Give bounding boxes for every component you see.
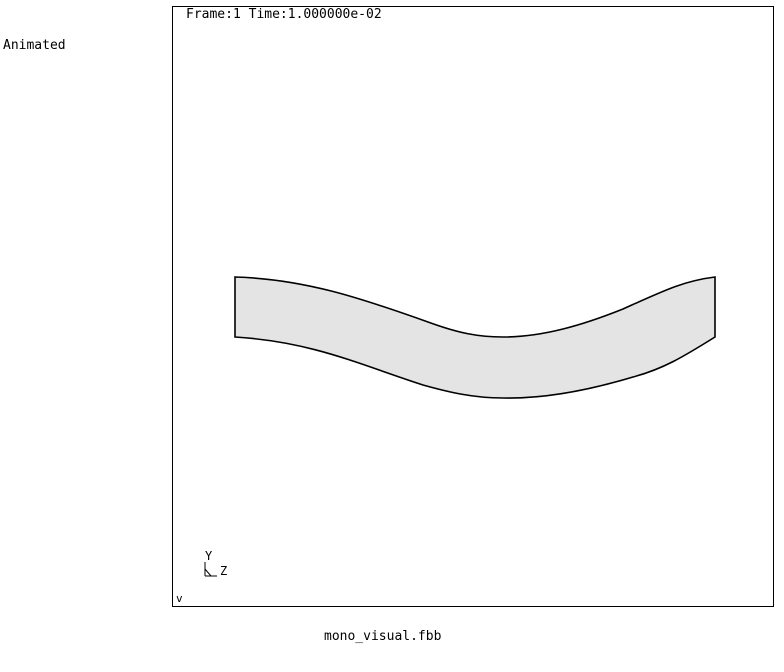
- model-filename: mono_visual.fbb: [324, 629, 442, 644]
- axis-y-label: Y: [205, 549, 213, 563]
- animated-label: Animated: [3, 38, 66, 53]
- deformed-beam-view: [204, 276, 716, 577]
- corner-view-mark: v: [176, 592, 183, 605]
- axis-z-label: Z: [220, 564, 228, 578]
- graphics-viewport[interactable]: Frame:1 Time:1.000000e-02 Y Z v: [172, 6, 774, 607]
- deformed-beam-shape: [234, 276, 716, 399]
- axis-triad-x-mark: [204, 568, 212, 577]
- frame-time-readout: Frame:1 Time:1.000000e-02: [186, 7, 382, 22]
